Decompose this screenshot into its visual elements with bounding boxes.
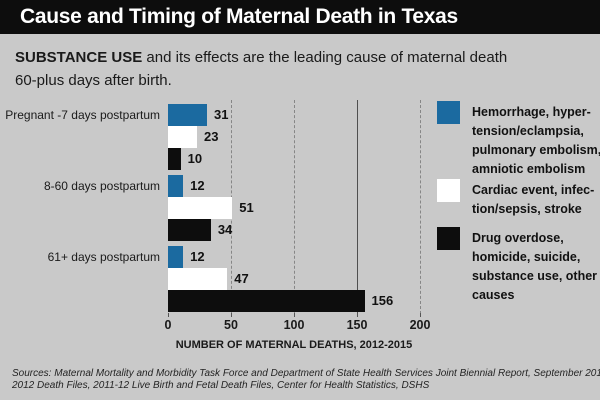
subtitle-line1: SUBSTANCE USE and its effects are the le… xyxy=(15,46,507,69)
x-tick-label-150: 150 xyxy=(346,318,368,332)
sources-line2: 2012 Death Files, 2011-12 Live Birth and… xyxy=(12,380,430,391)
bar-g2-s2 xyxy=(168,290,365,312)
bar-g0-s0 xyxy=(168,104,208,126)
legend-text-line: tion/sepsis, stroke xyxy=(472,202,582,216)
legend-text-line: amniotic embolism xyxy=(472,162,586,176)
x-tick-150 xyxy=(357,313,358,317)
subtitle-emphasis: SUBSTANCE USE xyxy=(15,49,143,66)
gridline-150 xyxy=(357,100,358,314)
category-label: Pregnant -7 days postpartum xyxy=(5,108,160,122)
bar-g0-s2 xyxy=(168,148,181,170)
subtitle: SUBSTANCE USE and its effects are the le… xyxy=(15,46,507,92)
legend-text-line: Cardiac event, infec- xyxy=(472,183,595,197)
bar-g2-s0 xyxy=(168,246,184,268)
x-tick-label-200: 200 xyxy=(409,318,431,332)
bar-g1-s1 xyxy=(168,197,233,219)
legend-swatch-2 xyxy=(437,227,460,250)
legend-text-1: Cardiac event, infec-tion/sepsis, stroke xyxy=(472,179,594,219)
legend-item-0: Hemorrhage, hyper-tension/eclampsia, pulm… xyxy=(437,101,600,179)
legend-item-2: Drug overdose, homicide, suicide, substanc… xyxy=(437,227,597,305)
legend-text-line: pulmonary embolism, xyxy=(472,143,600,157)
value-label-g0-s1: 23 xyxy=(203,129,219,144)
bar-g0-s1 xyxy=(168,126,197,148)
gridline-200 xyxy=(420,100,421,314)
legend-text-0: Hemorrhage, hyper-tension/eclampsia, pulm… xyxy=(472,101,600,179)
value-label-g0-s0: 31 xyxy=(214,107,229,122)
gridline-100 xyxy=(294,100,295,314)
value-label-g2-s2: 156 xyxy=(371,293,394,308)
legend-text-line: substance use, other xyxy=(472,269,598,283)
x-tick-label-0: 0 xyxy=(164,318,172,332)
value-label-g2-s0: 12 xyxy=(190,249,205,264)
bar-g1-s0 xyxy=(168,175,184,197)
x-axis-label: NUMBER OF MATERNAL DEATHS, 2012-2015 xyxy=(175,339,413,351)
bar-g1-s2 xyxy=(168,219,211,241)
legend-text-line: tension/eclampsia, xyxy=(472,124,584,138)
subtitle-line1-rest: and its effects are the leading cause of… xyxy=(142,49,508,66)
value-label-g1-s1: 51 xyxy=(239,200,254,215)
category-label: 61+ days postpartum xyxy=(47,250,160,264)
x-tick-200 xyxy=(420,313,421,317)
legend-text-line: Hemorrhage, hyper- xyxy=(472,105,591,119)
sources-line1: Sources: Maternal Mortality and Morbidit… xyxy=(12,368,600,379)
page-title: Cause and Timing of Maternal Death in Te… xyxy=(20,5,458,28)
x-tick-100 xyxy=(294,313,295,317)
sources-note: Sources: Maternal Mortality and Morbidit… xyxy=(12,368,600,392)
x-tick-label-50: 50 xyxy=(224,318,238,332)
legend-text-line: Drug overdose, xyxy=(472,231,564,245)
legend-item-1: Cardiac event, infec-tion/sepsis, stroke xyxy=(437,179,594,219)
legend-text-line: causes xyxy=(472,288,515,302)
title-bar: Cause and Timing of Maternal Death in Te… xyxy=(0,0,600,34)
value-label-g2-s1: 47 xyxy=(234,271,249,286)
x-tick-0 xyxy=(168,313,169,317)
x-tick-label-100: 100 xyxy=(283,318,305,332)
legend-text-line: homicide, suicide, xyxy=(472,250,581,264)
subtitle-line2: 60-plus days after birth. xyxy=(15,72,172,89)
category-label: 8-60 days postpartum xyxy=(43,179,160,193)
value-label-g1-s0: 12 xyxy=(190,178,205,193)
legend-swatch-1 xyxy=(437,179,460,202)
bar-g2-s1 xyxy=(168,268,228,290)
legend-text-2: Drug overdose, homicide, suicide, substanc… xyxy=(472,227,597,305)
x-tick-50 xyxy=(231,313,232,317)
legend-swatch-0 xyxy=(437,101,460,124)
value-label-g1-s2: 34 xyxy=(217,222,233,237)
value-label-g0-s2: 10 xyxy=(187,151,203,166)
